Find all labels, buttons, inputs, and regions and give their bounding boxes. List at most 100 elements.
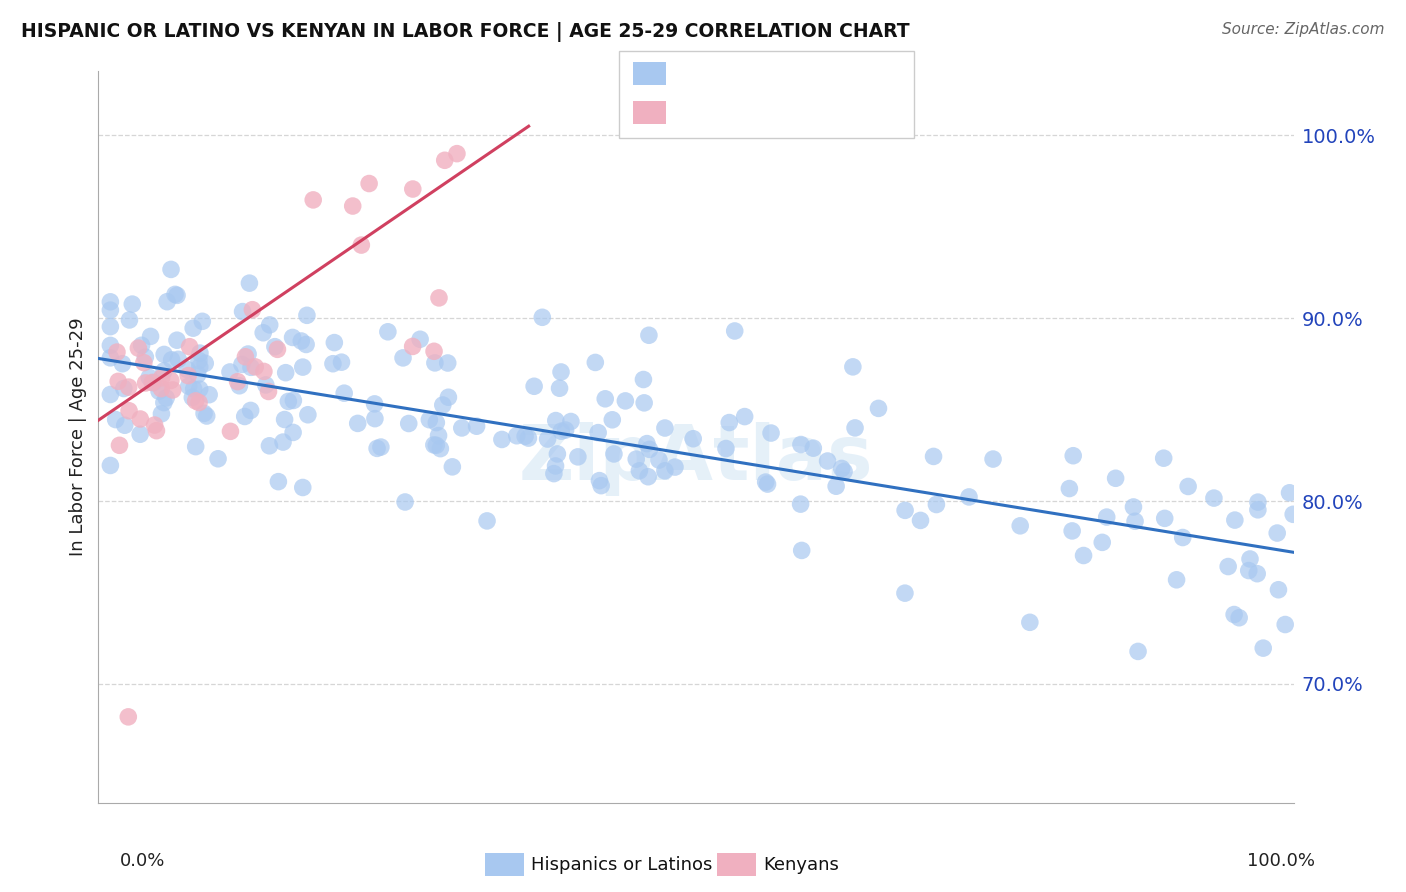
- Point: [981, 452, 1004, 467]
- Point: [832, 465, 855, 479]
- Point: [253, 364, 276, 378]
- Point: [232, 304, 254, 318]
- Point: [118, 313, 141, 327]
- Point: [638, 328, 661, 343]
- Point: [156, 294, 179, 309]
- Point: [759, 425, 782, 440]
- Point: [648, 453, 671, 467]
- Point: [281, 330, 304, 344]
- Text: Kenyans: Kenyans: [763, 856, 839, 874]
- Point: [290, 334, 312, 348]
- Point: [1018, 615, 1040, 630]
- Point: [193, 406, 215, 420]
- Point: [664, 460, 686, 475]
- Point: [554, 423, 576, 437]
- Point: [432, 398, 454, 412]
- Point: [392, 351, 415, 365]
- Point: [894, 503, 917, 517]
- Point: [957, 490, 980, 504]
- Point: [291, 481, 314, 495]
- Point: [291, 360, 314, 375]
- Point: [427, 291, 450, 305]
- Point: [1091, 535, 1114, 549]
- Point: [567, 450, 589, 464]
- Point: [465, 419, 488, 434]
- Point: [550, 365, 572, 379]
- Point: [104, 412, 127, 426]
- Point: [1104, 471, 1126, 485]
- Point: [548, 381, 571, 395]
- Point: [409, 332, 432, 346]
- Point: [135, 376, 157, 390]
- Point: [1267, 582, 1289, 597]
- Point: [588, 474, 610, 488]
- Point: [181, 391, 204, 405]
- Point: [1202, 491, 1225, 505]
- Point: [98, 458, 122, 473]
- Point: [302, 193, 325, 207]
- Point: [111, 357, 134, 371]
- Point: [756, 477, 779, 491]
- Text: Hispanics or Latinos: Hispanics or Latinos: [531, 856, 713, 874]
- Point: [98, 338, 122, 352]
- Point: [1274, 617, 1296, 632]
- Point: [271, 435, 294, 450]
- Point: [1010, 518, 1032, 533]
- Point: [112, 382, 135, 396]
- Point: [654, 464, 676, 478]
- Point: [145, 424, 167, 438]
- Text: 100.0%: 100.0%: [1247, 852, 1315, 870]
- Point: [586, 425, 609, 440]
- Point: [187, 368, 209, 382]
- Text: Source: ZipAtlas.com: Source: ZipAtlas.com: [1222, 22, 1385, 37]
- Point: [165, 287, 187, 301]
- Point: [188, 359, 211, 374]
- Point: [153, 395, 176, 409]
- Point: [544, 458, 567, 473]
- Point: [1123, 514, 1146, 528]
- Point: [790, 437, 813, 451]
- Point: [423, 438, 446, 452]
- Point: [239, 403, 262, 417]
- Point: [441, 459, 464, 474]
- Point: [370, 440, 392, 454]
- Point: [114, 418, 136, 433]
- Point: [1247, 503, 1270, 517]
- Point: [1059, 482, 1081, 496]
- Point: [129, 427, 152, 442]
- Point: [323, 335, 346, 350]
- Point: [166, 288, 188, 302]
- Point: [150, 382, 173, 396]
- Point: [427, 428, 450, 442]
- Point: [235, 350, 257, 364]
- Point: [188, 395, 211, 409]
- Point: [295, 308, 318, 322]
- Point: [517, 431, 540, 445]
- Point: [831, 461, 853, 475]
- Point: [633, 396, 655, 410]
- Point: [148, 384, 170, 399]
- Point: [183, 382, 205, 396]
- Point: [177, 379, 200, 393]
- Point: [150, 371, 173, 385]
- Text: R =  0.564: R = 0.564: [675, 103, 770, 121]
- Point: [184, 440, 207, 454]
- Point: [98, 294, 122, 309]
- Point: [107, 375, 129, 389]
- Point: [583, 355, 606, 369]
- Point: [176, 362, 198, 376]
- Point: [238, 276, 260, 290]
- Point: [842, 359, 865, 374]
- Point: [257, 384, 280, 399]
- Point: [283, 393, 305, 408]
- Text: R = -0.783: R = -0.783: [675, 64, 772, 82]
- Point: [910, 513, 932, 527]
- Point: [266, 343, 288, 357]
- Point: [132, 356, 155, 370]
- Point: [724, 324, 747, 338]
- Point: [330, 355, 353, 369]
- Point: [1218, 559, 1240, 574]
- Point: [117, 710, 139, 724]
- Point: [131, 338, 153, 352]
- Point: [1062, 449, 1084, 463]
